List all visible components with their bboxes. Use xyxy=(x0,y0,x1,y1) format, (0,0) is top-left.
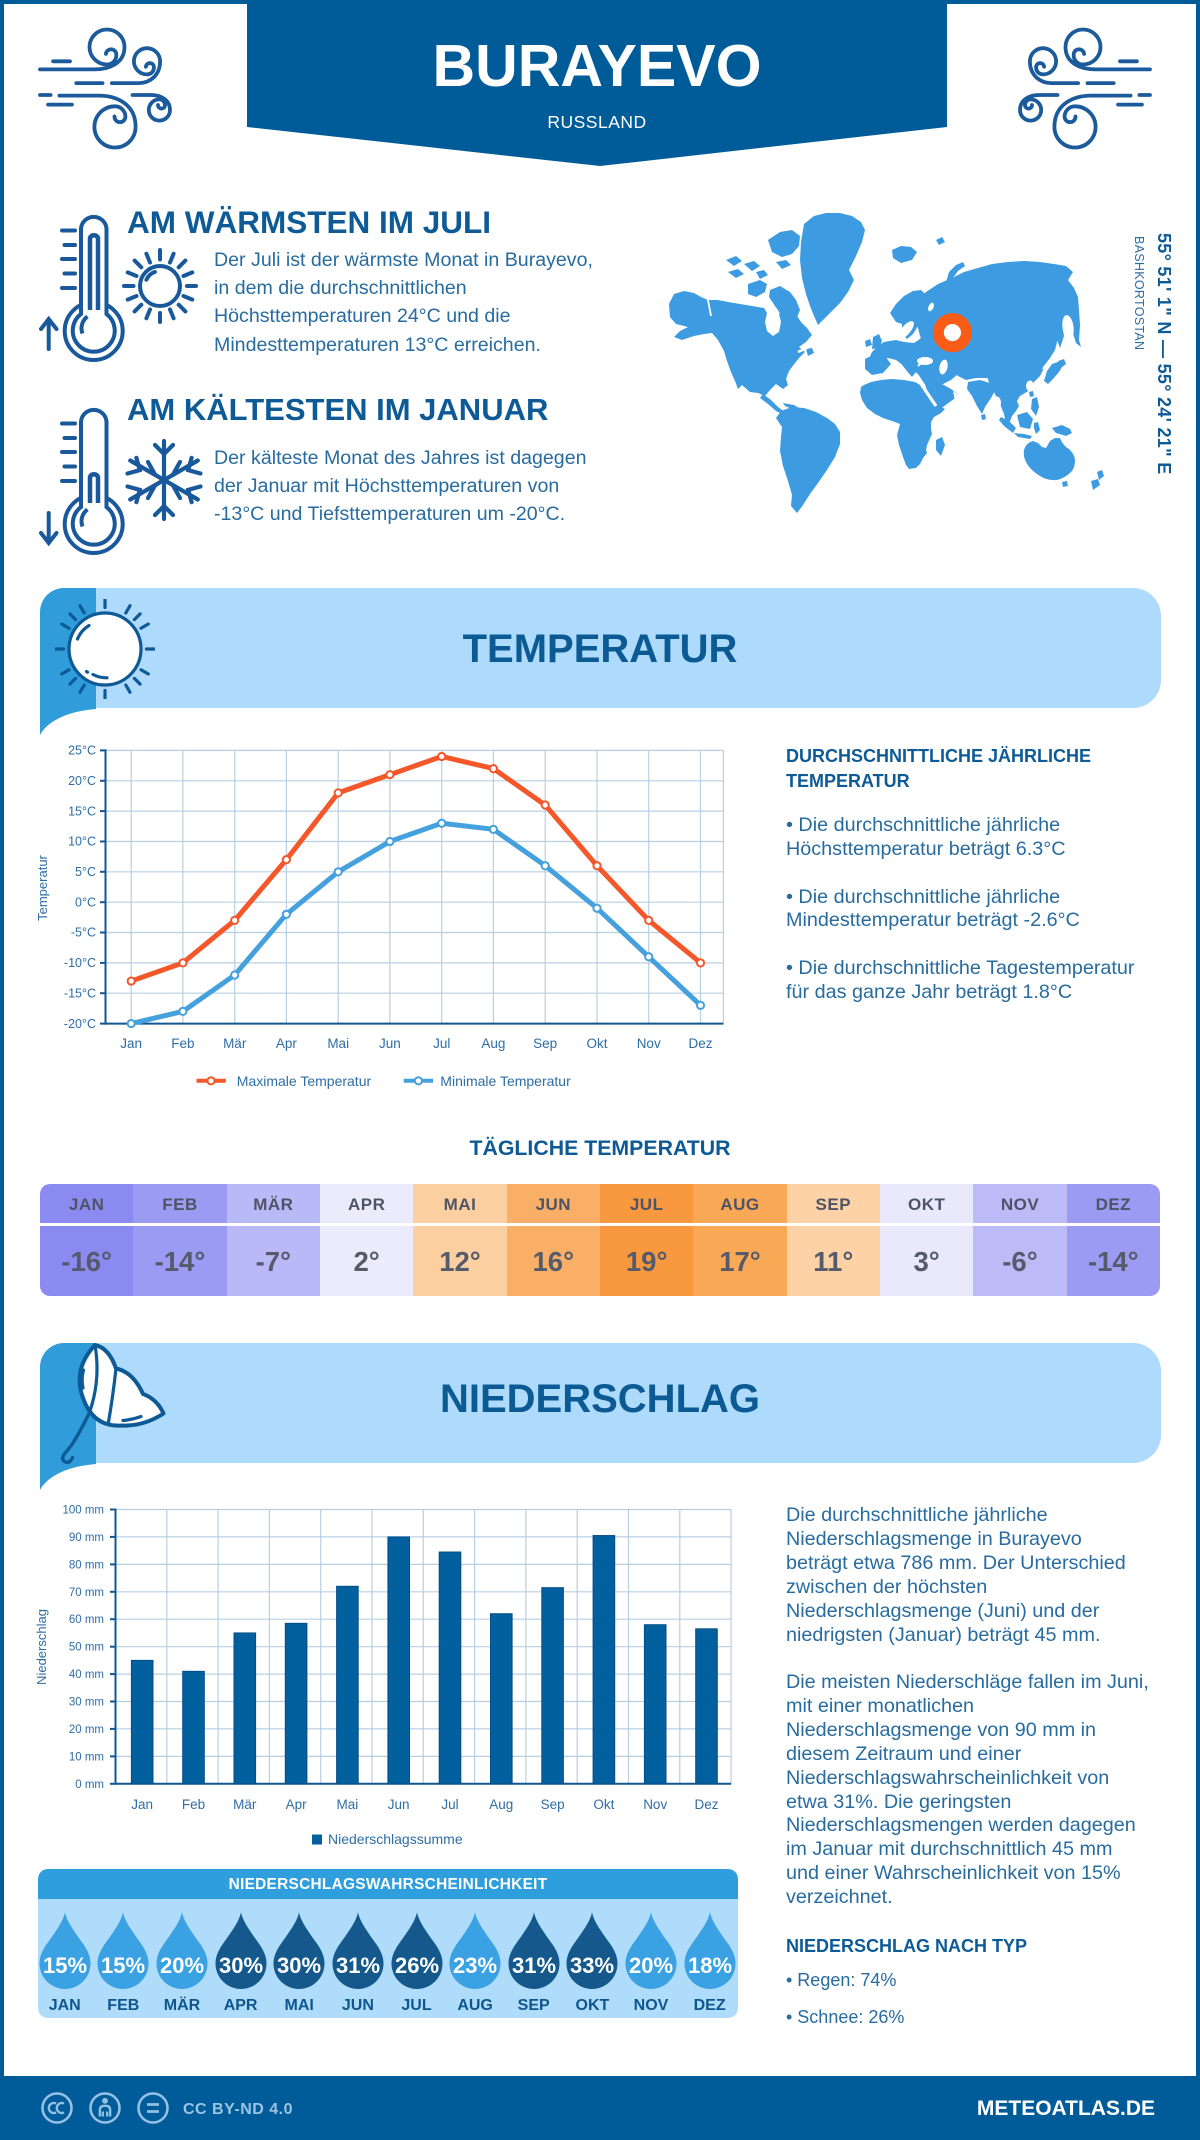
svg-text:26%: 26% xyxy=(394,1953,438,1978)
svg-text:30%: 30% xyxy=(219,1953,263,1978)
svg-text:50 mm: 50 mm xyxy=(69,1642,104,1654)
svg-text:Mär: Mär xyxy=(223,1036,247,1051)
svg-text:Mär: Mär xyxy=(233,1797,257,1812)
svg-text:33%: 33% xyxy=(570,1953,614,1978)
svg-text:80 mm: 80 mm xyxy=(69,1559,104,1571)
svg-text:10 mm: 10 mm xyxy=(69,1751,104,1763)
svg-text:30 mm: 30 mm xyxy=(69,1697,104,1709)
svg-text:Sep: Sep xyxy=(533,1036,557,1051)
svg-text:Minimale Temperatur: Minimale Temperatur xyxy=(440,1073,571,1089)
svg-text:23%: 23% xyxy=(453,1953,497,1978)
svg-text:Okt: Okt xyxy=(586,1036,607,1051)
svg-text:Jun: Jun xyxy=(388,1797,410,1812)
svg-text:10°C: 10°C xyxy=(68,835,96,849)
svg-text:90 mm: 90 mm xyxy=(69,1532,104,1544)
svg-text:Jan: Jan xyxy=(131,1797,153,1812)
svg-text:Niederschlag: Niederschlag xyxy=(34,1609,49,1685)
svg-text:18%: 18% xyxy=(688,1953,732,1978)
svg-text:-20°C: -20°C xyxy=(64,1017,96,1031)
svg-text:70 mm: 70 mm xyxy=(69,1587,104,1599)
svg-text:Dez: Dez xyxy=(688,1036,712,1051)
svg-text:20%: 20% xyxy=(629,1953,673,1978)
svg-text:25°C: 25°C xyxy=(68,744,96,758)
svg-text:20%: 20% xyxy=(160,1953,204,1978)
svg-text:Apr: Apr xyxy=(286,1797,308,1812)
svg-text:Jul: Jul xyxy=(433,1036,450,1051)
svg-text:Mai: Mai xyxy=(337,1797,359,1812)
svg-text:Jan: Jan xyxy=(120,1036,142,1051)
svg-text:15%: 15% xyxy=(101,1953,145,1978)
svg-text:15°C: 15°C xyxy=(68,804,96,818)
svg-text:-10°C: -10°C xyxy=(64,956,96,970)
svg-text:Aug: Aug xyxy=(489,1797,513,1812)
svg-text:Mai: Mai xyxy=(327,1036,349,1051)
svg-text:-5°C: -5°C xyxy=(71,926,96,940)
svg-text:5°C: 5°C xyxy=(75,865,96,879)
svg-text:0°C: 0°C xyxy=(75,895,96,909)
svg-text:60 mm: 60 mm xyxy=(69,1614,104,1626)
svg-text:Temperatur: Temperatur xyxy=(35,854,50,920)
svg-text:Apr: Apr xyxy=(276,1036,298,1051)
svg-text:Jul: Jul xyxy=(441,1797,458,1812)
svg-text:0 mm: 0 mm xyxy=(75,1779,104,1791)
svg-text:20 mm: 20 mm xyxy=(69,1724,104,1736)
svg-text:Maximale Temperatur: Maximale Temperatur xyxy=(237,1073,372,1089)
svg-text:40 mm: 40 mm xyxy=(69,1669,104,1681)
svg-text:Niederschlagssumme: Niederschlagssumme xyxy=(328,1831,463,1847)
svg-text:15%: 15% xyxy=(43,1953,87,1978)
svg-text:Feb: Feb xyxy=(182,1797,205,1812)
svg-text:Sep: Sep xyxy=(541,1797,565,1812)
svg-text:31%: 31% xyxy=(336,1953,380,1978)
svg-text:Nov: Nov xyxy=(637,1036,661,1051)
svg-text:-15°C: -15°C xyxy=(64,986,96,1000)
svg-text:100 mm: 100 mm xyxy=(62,1505,104,1517)
svg-text:Feb: Feb xyxy=(171,1036,194,1051)
svg-text:20°C: 20°C xyxy=(68,774,96,788)
svg-text:Dez: Dez xyxy=(694,1797,718,1812)
svg-text:Aug: Aug xyxy=(481,1036,505,1051)
svg-text:Nov: Nov xyxy=(643,1797,667,1812)
svg-text:Okt: Okt xyxy=(593,1797,614,1812)
svg-text:Jun: Jun xyxy=(379,1036,401,1051)
svg-text:31%: 31% xyxy=(512,1953,556,1978)
svg-text:30%: 30% xyxy=(277,1953,321,1978)
